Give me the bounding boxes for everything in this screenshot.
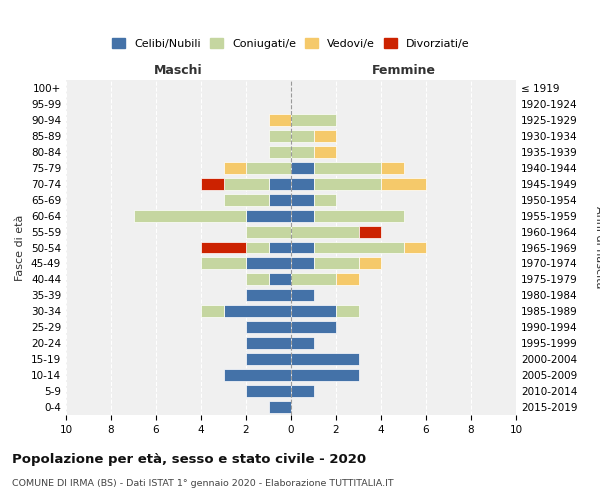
- Bar: [291, 290, 314, 302]
- Bar: [201, 178, 223, 190]
- Bar: [291, 114, 336, 126]
- Bar: [314, 178, 381, 190]
- Bar: [201, 242, 246, 254]
- Bar: [201, 306, 223, 318]
- Bar: [246, 274, 269, 285]
- Bar: [314, 146, 336, 158]
- Bar: [246, 226, 291, 237]
- Bar: [201, 258, 246, 270]
- Bar: [246, 162, 291, 173]
- Bar: [291, 353, 359, 365]
- Bar: [246, 210, 291, 222]
- Text: COMUNE DI IRMA (BS) - Dati ISTAT 1° gennaio 2020 - Elaborazione TUTTITALIA.IT: COMUNE DI IRMA (BS) - Dati ISTAT 1° genn…: [12, 478, 394, 488]
- Bar: [269, 146, 291, 158]
- Bar: [314, 210, 404, 222]
- Bar: [291, 306, 336, 318]
- Bar: [381, 178, 426, 190]
- Bar: [291, 258, 314, 270]
- Bar: [291, 242, 314, 254]
- Bar: [291, 130, 314, 142]
- Bar: [291, 178, 314, 190]
- Bar: [269, 114, 291, 126]
- Bar: [246, 258, 291, 270]
- Bar: [269, 178, 291, 190]
- Bar: [314, 194, 336, 205]
- Bar: [314, 258, 359, 270]
- Bar: [404, 242, 426, 254]
- Bar: [223, 369, 291, 381]
- Bar: [359, 226, 381, 237]
- Bar: [133, 210, 246, 222]
- Bar: [291, 337, 314, 349]
- Bar: [359, 258, 381, 270]
- Bar: [291, 194, 314, 205]
- Bar: [223, 162, 246, 173]
- Y-axis label: Anni di nascita: Anni di nascita: [594, 206, 600, 289]
- Bar: [223, 306, 291, 318]
- Text: Maschi: Maschi: [154, 64, 203, 77]
- Bar: [291, 322, 336, 333]
- Bar: [223, 178, 269, 190]
- Bar: [291, 210, 314, 222]
- Text: Popolazione per età, sesso e stato civile - 2020: Popolazione per età, sesso e stato civil…: [12, 452, 366, 466]
- Bar: [291, 385, 314, 397]
- Bar: [291, 226, 359, 237]
- Bar: [223, 194, 269, 205]
- Text: Femmine: Femmine: [371, 64, 436, 77]
- Bar: [269, 401, 291, 413]
- Bar: [381, 162, 404, 173]
- Bar: [314, 130, 336, 142]
- Bar: [246, 337, 291, 349]
- Bar: [269, 274, 291, 285]
- Bar: [291, 369, 359, 381]
- Bar: [314, 162, 381, 173]
- Bar: [291, 146, 314, 158]
- Bar: [246, 385, 291, 397]
- Bar: [336, 306, 359, 318]
- Bar: [246, 242, 269, 254]
- Bar: [336, 274, 359, 285]
- Bar: [246, 353, 291, 365]
- Bar: [246, 322, 291, 333]
- Y-axis label: Fasce di età: Fasce di età: [16, 214, 25, 280]
- Bar: [291, 162, 314, 173]
- Bar: [291, 274, 336, 285]
- Bar: [314, 242, 404, 254]
- Legend: Celibi/Nubili, Coniugati/e, Vedovi/e, Divorziati/e: Celibi/Nubili, Coniugati/e, Vedovi/e, Di…: [108, 34, 474, 54]
- Bar: [269, 194, 291, 205]
- Bar: [269, 130, 291, 142]
- Bar: [246, 290, 291, 302]
- Bar: [269, 242, 291, 254]
